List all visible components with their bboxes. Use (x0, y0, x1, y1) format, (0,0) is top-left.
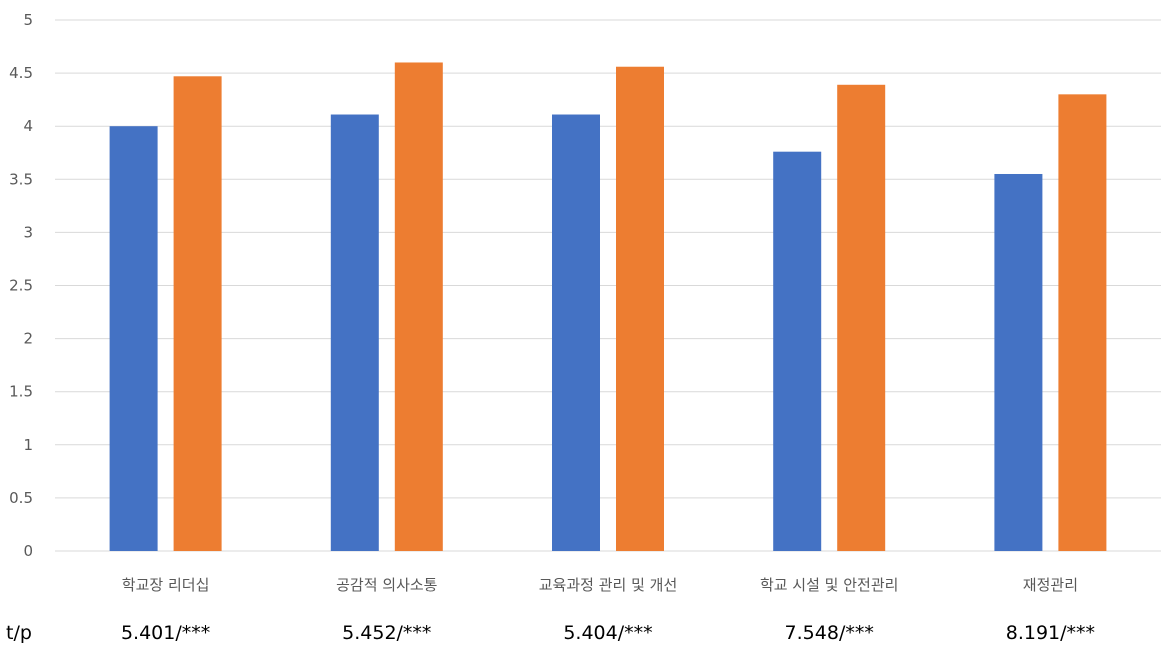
stat-row-label: t/p (6, 622, 32, 644)
bar-series2-3 (616, 66, 664, 551)
bar-series1-1 (109, 126, 158, 551)
y-tick-label: 3 (23, 223, 33, 241)
x-category-label: 재정관리 (1023, 576, 1078, 594)
x-category-label: 학교장 리더십 (122, 576, 210, 594)
stat-value-label: 5.404/*** (563, 622, 652, 644)
bar-series1-4 (773, 151, 822, 552)
y-tick-label: 4 (23, 117, 33, 135)
x-category-label: 교육과정 관리 및 개선 (539, 576, 678, 594)
y-tick-label: 1.5 (9, 383, 33, 401)
x-category-label: 공감적 의사소통 (336, 576, 437, 594)
bar-series2-4 (837, 84, 886, 552)
stat-value-label: 5.452/*** (342, 622, 431, 644)
stat-value-label: 8.191/*** (1006, 622, 1095, 644)
y-tick-label: 4.5 (9, 64, 33, 82)
stat-value-label: 7.548/*** (785, 622, 874, 644)
bar-series1-2 (330, 114, 379, 551)
bar-series2-2 (394, 62, 443, 551)
y-tick-label: 2 (23, 330, 33, 348)
x-category-label: 학교 시설 및 안전관리 (760, 576, 899, 594)
y-tick-label: 3.5 (9, 170, 33, 188)
stat-value-label: 5.401/*** (121, 622, 210, 644)
y-tick-label: 2.5 (9, 277, 33, 295)
y-tick-label: 0 (23, 542, 33, 560)
y-tick-label: 5 (23, 11, 33, 29)
bar-series2-1 (173, 76, 222, 551)
bar-series2-5 (1058, 94, 1107, 551)
bar-series1-3 (552, 114, 600, 551)
y-tick-label: 1 (23, 436, 33, 454)
y-tick-label: 0.5 (9, 489, 33, 507)
bar-series1-5 (994, 173, 1043, 552)
